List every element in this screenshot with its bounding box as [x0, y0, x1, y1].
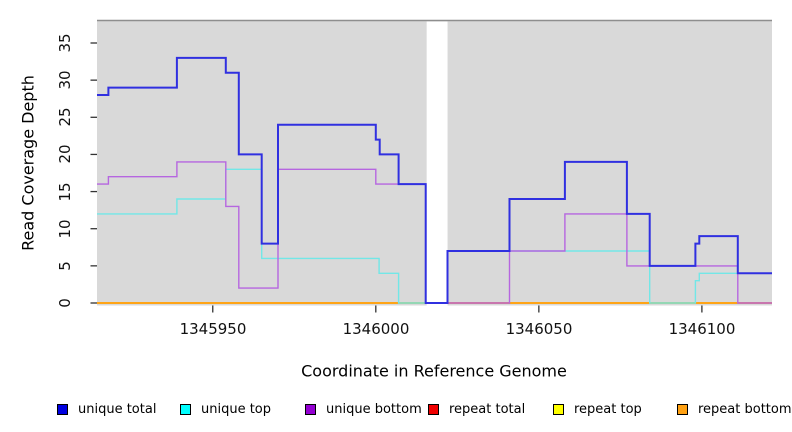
unique-total-swatch-icon — [57, 403, 68, 415]
x-tick-label: 1346000 — [342, 320, 410, 338]
series-unique-bottom-line — [447, 213, 772, 304]
series-unique-total-line — [97, 56, 772, 304]
legend-item-repeat-bottom: repeat bottom — [677, 401, 792, 417]
x-tick-label: 1346050 — [505, 320, 573, 338]
y-tick-label: 5 — [56, 261, 74, 271]
y-tick-label: 0 — [56, 298, 74, 308]
legend-label: unique total — [78, 401, 157, 417]
x-tick-label: 1346100 — [668, 320, 736, 338]
legend-item-unique-bottom: unique bottom — [305, 401, 422, 417]
no-data-gap — [426, 21, 448, 306]
repeat-total-swatch-icon — [428, 403, 439, 415]
x-axis-title: Coordinate in Reference Genome — [301, 361, 567, 381]
y-tick-label: 10 — [56, 219, 74, 239]
legend-label: repeat top — [574, 401, 642, 417]
legend-item-repeat-total: repeat total — [428, 401, 525, 417]
legend-label: unique top — [201, 401, 272, 417]
legend-label: unique bottom — [326, 401, 422, 417]
legend-label: repeat bottom — [698, 401, 792, 417]
y-axis-title: Read Coverage Depth — [18, 75, 38, 251]
unique-bottom-swatch-icon — [305, 403, 316, 415]
legend-item-unique-total: unique total — [57, 401, 156, 417]
x-tick-label: 1345950 — [179, 320, 247, 338]
repeat-top-swatch-icon — [553, 403, 564, 415]
y-tick-label: 15 — [56, 182, 74, 202]
y-tick-label: 30 — [56, 70, 74, 90]
legend-item-repeat-top: repeat top — [553, 401, 642, 417]
y-tick-label: 35 — [56, 33, 74, 53]
unique-top-swatch-icon — [180, 403, 191, 415]
legend-item-unique-top: unique top — [180, 401, 271, 417]
legend-label: repeat total — [449, 401, 526, 417]
y-tick-label: 20 — [56, 144, 74, 164]
y-tick-label: 25 — [56, 107, 74, 127]
repeat-bottom-swatch-icon — [677, 403, 688, 415]
